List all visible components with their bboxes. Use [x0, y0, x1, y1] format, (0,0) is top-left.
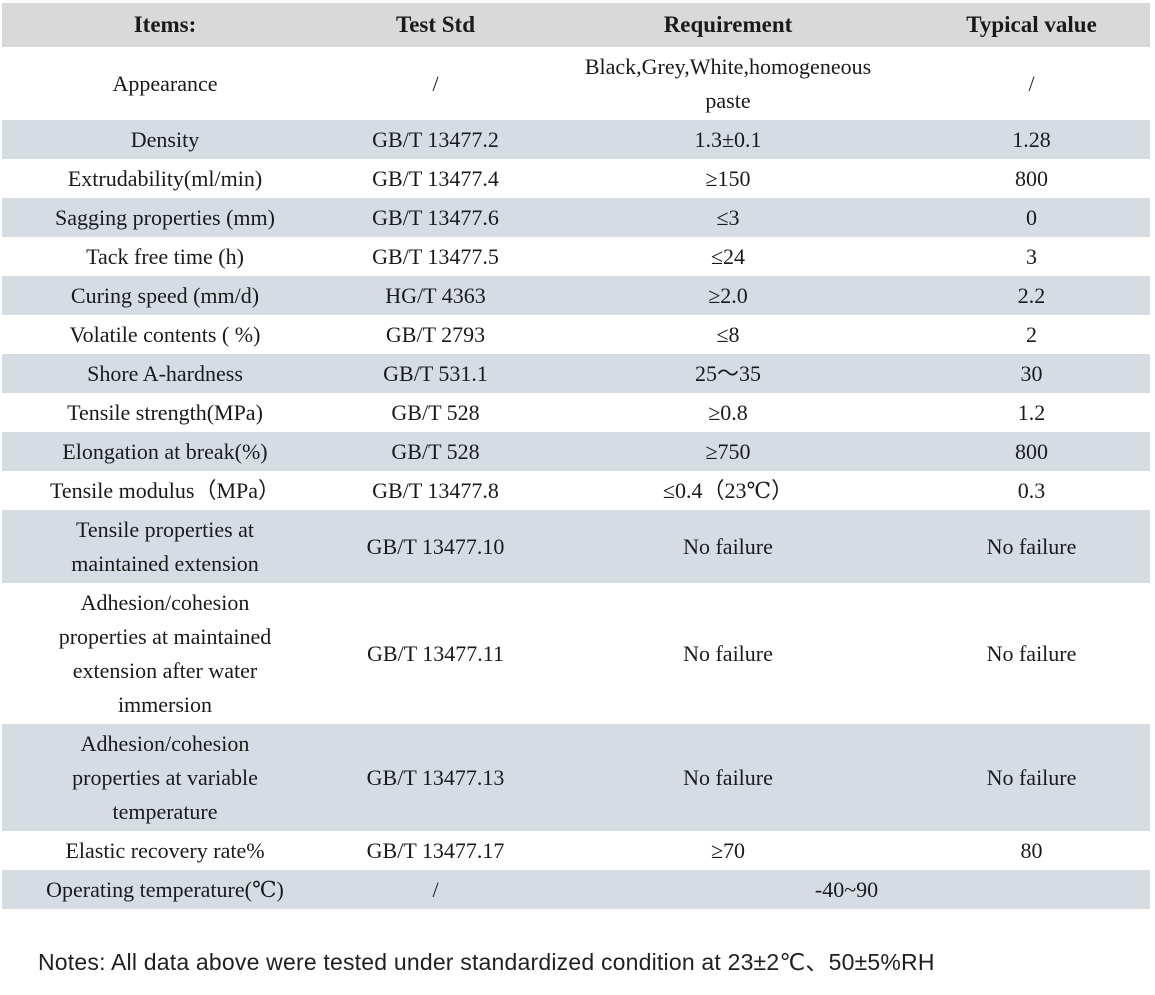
test-std-cell: GB/T 13477.10 — [328, 510, 543, 583]
item-cell: Elastic recovery rate% — [2, 831, 328, 870]
test-std-cell: GB/T 13477.11 — [328, 583, 543, 724]
item-cell: Curing speed (mm/d) — [2, 276, 328, 315]
requirement-cell: ≥0.8 — [543, 393, 913, 432]
table-row: Elastic recovery rate% GB/T 13477.17 ≥70 80 — [2, 831, 1150, 870]
table-row: Curing speed (mm/d) HG/T 4363 ≥2.0 2.2 — [2, 276, 1150, 315]
test-std-cell: GB/T 13477.13 — [328, 724, 543, 831]
notes-text: Notes: All data above were tested under … — [38, 949, 935, 975]
page: { "table": { "headers": ["Items:", "Test… — [0, 3, 1155, 995]
item-cell: Tensile strength(MPa) — [2, 393, 328, 432]
item-cell: Volatile contents ( %) — [2, 315, 328, 354]
column-header-test-std: Test Std — [328, 3, 543, 47]
test-std-cell: / — [328, 870, 543, 909]
spec-table: Items: Test Std Requirement Typical valu… — [2, 3, 1150, 909]
requirement-cell: ≤3 — [543, 198, 913, 237]
typical-value-cell: No failure — [913, 583, 1150, 724]
table-row: Tensile modulus（MPa） GB/T 13477.8 ≤0.4（23℃… — [2, 471, 1150, 510]
item-cell: Tensile modulus（MPa） — [2, 471, 328, 510]
typical-value-cell: No failure — [913, 510, 1150, 583]
item-cell: Tensile properties at maintained extensi… — [2, 510, 328, 583]
table-row: Adhesion/cohesion properties at maintain… — [2, 583, 1150, 724]
requirement-cell: -40~90 — [543, 870, 1150, 909]
requirement-cell: No failure — [543, 510, 913, 583]
typical-value-cell: No failure — [913, 724, 1150, 831]
table-row: Operating temperature(℃) / -40~90 — [2, 870, 1150, 909]
requirement-cell: ≥2.0 — [543, 276, 913, 315]
column-header-requirement: Requirement — [543, 3, 913, 47]
item-cell: Sagging properties (mm) — [2, 198, 328, 237]
requirement-cell: ≤8 — [543, 315, 913, 354]
requirement-cell: Black,Grey,White,homogeneous paste — [543, 47, 913, 120]
table-row: Tack free time (h) GB/T 13477.5 ≤24 3 — [2, 237, 1150, 276]
requirement-cell: No failure — [543, 724, 913, 831]
table-row: Density GB/T 13477.2 1.3±0.1 1.28 — [2, 120, 1150, 159]
requirement-cell: 1.3±0.1 — [543, 120, 913, 159]
test-std-cell: GB/T 13477.8 — [328, 471, 543, 510]
table-row: Extrudability(ml/min) GB/T 13477.4 ≥150 800 — [2, 159, 1150, 198]
test-std-cell: HG/T 4363 — [328, 276, 543, 315]
typical-value-cell: 1.2 — [913, 393, 1150, 432]
test-std-cell: GB/T 13477.5 — [328, 237, 543, 276]
requirement-cell: ≥750 — [543, 432, 913, 471]
test-std-cell: / — [328, 47, 543, 120]
item-cell: Shore A-hardness — [2, 354, 328, 393]
item-cell: Extrudability(ml/min) — [2, 159, 328, 198]
test-std-cell: GB/T 2793 — [328, 315, 543, 354]
table-row: Sagging properties (mm) GB/T 13477.6 ≤3 0 — [2, 198, 1150, 237]
requirement-cell: 25～35 — [543, 354, 913, 393]
test-std-cell: GB/T 13477.17 — [328, 831, 543, 870]
requirement-cell: ≤0.4（23℃） — [543, 471, 913, 510]
table-row: Adhesion/cohesion properties at variable… — [2, 724, 1150, 831]
test-std-cell: GB/T 13477.2 — [328, 120, 543, 159]
table-row: Shore A-hardness GB/T 531.1 25～35 30 — [2, 354, 1150, 393]
item-cell: Adhesion/cohesion properties at variable… — [2, 724, 328, 831]
item-cell: Appearance — [2, 47, 328, 120]
table-row: Volatile contents ( %) GB/T 2793 ≤8 2 — [2, 315, 1150, 354]
test-std-cell: GB/T 13477.6 — [328, 198, 543, 237]
typical-value-cell: 0.3 — [913, 471, 1150, 510]
typical-value-cell: 1.28 — [913, 120, 1150, 159]
typical-value-cell: 800 — [913, 159, 1150, 198]
item-cell: Density — [2, 120, 328, 159]
test-std-cell: GB/T 528 — [328, 432, 543, 471]
requirement-cell: ≤24 — [543, 237, 913, 276]
table-row: Appearance / Black,Grey,White,homogeneous … — [2, 47, 1150, 120]
requirement-cell: No failure — [543, 583, 913, 724]
typical-value-cell: 0 — [913, 198, 1150, 237]
test-std-cell: GB/T 13477.4 — [328, 159, 543, 198]
typical-value-cell: 2.2 — [913, 276, 1150, 315]
requirement-cell: ≥150 — [543, 159, 913, 198]
test-std-cell: GB/T 528 — [328, 393, 543, 432]
test-std-cell: GB/T 531.1 — [328, 354, 543, 393]
item-cell: Operating temperature(℃) — [2, 870, 328, 909]
column-header-typical-value: Typical value — [913, 3, 1150, 47]
requirement-cell: ≥70 — [543, 831, 913, 870]
typical-value-cell: 800 — [913, 432, 1150, 471]
typical-value-cell: / — [913, 47, 1150, 120]
item-cell: Adhesion/cohesion properties at maintain… — [2, 583, 328, 724]
typical-value-cell: 80 — [913, 831, 1150, 870]
typical-value-cell: 3 — [913, 237, 1150, 276]
header-row: Items: Test Std Requirement Typical valu… — [2, 3, 1150, 47]
item-cell: Elongation at break(%) — [2, 432, 328, 471]
item-cell: Tack free time (h) — [2, 237, 328, 276]
column-header-items: Items: — [2, 3, 328, 47]
typical-value-cell: 30 — [913, 354, 1150, 393]
table-row: Elongation at break(%) GB/T 528 ≥750 800 — [2, 432, 1150, 471]
table-row: Tensile strength(MPa) GB/T 528 ≥0.8 1.2 — [2, 393, 1150, 432]
table-body: Appearance / Black,Grey,White,homogeneous … — [2, 47, 1150, 909]
typical-value-cell: 2 — [913, 315, 1150, 354]
table-row: Tensile properties at maintained extensi… — [2, 510, 1150, 583]
